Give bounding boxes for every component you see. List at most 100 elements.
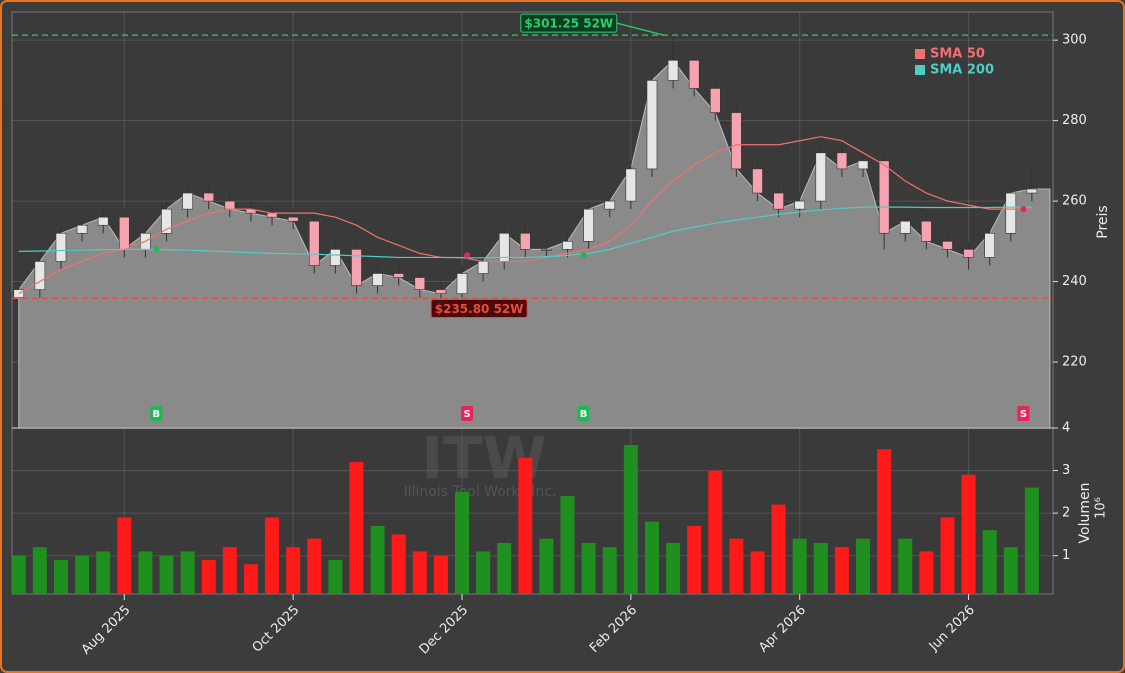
volume-bar [201, 559, 216, 594]
signal-dot [153, 246, 160, 253]
signal-dot [464, 252, 471, 259]
volume-bar [856, 538, 871, 594]
volume-bar [138, 551, 153, 594]
candle-body [76, 224, 88, 234]
y-tick-label: 4 [1062, 421, 1070, 436]
volume-bar [222, 547, 237, 594]
volume-bar [1003, 547, 1018, 594]
volume-bar [687, 525, 702, 594]
watermark-subtitle: Illinois Tool Works Inc. [404, 484, 557, 500]
legend-label: SMA 50 [930, 47, 985, 62]
volume-bar [32, 547, 47, 594]
volume-bar [370, 525, 385, 594]
candle-body [836, 152, 848, 170]
volume-bar [581, 542, 596, 594]
volume-bar [159, 555, 174, 594]
signal-label: B [153, 409, 161, 420]
volume-bar [539, 538, 554, 594]
candle-body [97, 216, 109, 226]
candle-body [161, 208, 172, 234]
candle-body [921, 220, 932, 242]
volume-bar [75, 555, 90, 594]
volume-bar [961, 474, 976, 594]
volume-bar [898, 538, 913, 594]
candle-body [667, 59, 679, 81]
volume-bar [982, 530, 997, 594]
candle-body [118, 216, 130, 250]
volume-bar [286, 547, 301, 594]
candle-body [625, 168, 637, 202]
volume-bar [412, 551, 427, 594]
volume-bar [771, 504, 786, 594]
candle-body [435, 289, 447, 294]
volume-bar [834, 547, 849, 594]
volume-bar [518, 457, 533, 594]
volume-bar [1024, 487, 1039, 594]
candle-body [963, 249, 974, 258]
candle-body [794, 200, 806, 210]
candle-body [372, 273, 383, 286]
candle-body [1005, 192, 1017, 234]
candle-body [857, 160, 869, 170]
volume-bar [455, 491, 470, 594]
candle-body [646, 80, 658, 170]
volume-bar [180, 551, 195, 594]
annotation-box [520, 13, 618, 33]
y-tick-label: 220 [1062, 355, 1087, 370]
candle-body [203, 192, 215, 202]
annotation-label: $301.25 52W [524, 17, 613, 31]
volume-bar [53, 559, 68, 594]
candle-body [351, 249, 362, 286]
legend-label: SMA 200 [930, 63, 994, 78]
y-tick-label: 3 [1062, 463, 1070, 478]
signal-dot [1020, 206, 1027, 213]
y-axis-title: Volumen [1077, 483, 1093, 544]
candle-body [731, 112, 742, 170]
volume-bar [96, 551, 111, 594]
candle-body [1026, 188, 1038, 194]
volume-bar [813, 542, 828, 594]
volume-bar [328, 559, 343, 594]
candle-body [878, 160, 890, 234]
sma-line [18, 136, 1032, 295]
candle-body [456, 273, 468, 294]
volume-bar [560, 496, 575, 594]
candle-body [541, 249, 552, 251]
volume-bar [497, 542, 512, 594]
candle-body [815, 152, 827, 202]
volume-bar [877, 449, 892, 594]
volume-bar [391, 534, 406, 594]
volume-bar [623, 445, 638, 594]
candle-body [984, 232, 995, 258]
signal-badge [461, 406, 474, 421]
volume-bar [792, 538, 807, 594]
volume-bar [117, 517, 132, 594]
volume-bar [940, 517, 955, 594]
candle-body [308, 220, 320, 266]
candle-body [562, 241, 573, 250]
y-tick-label: 2 [1062, 506, 1070, 521]
candle-body [34, 261, 46, 290]
candle-body [330, 249, 341, 266]
signal-badge [1017, 406, 1030, 421]
candle-body [182, 192, 193, 210]
candle-body [13, 289, 25, 298]
candle-body [942, 241, 953, 250]
volume-bar [708, 470, 723, 594]
y-tick-label: 260 [1062, 194, 1087, 209]
candle-body [266, 212, 278, 218]
signal-dot [580, 252, 587, 259]
candle-body [477, 261, 489, 274]
volume-bar [602, 547, 617, 594]
volume-bar [433, 555, 448, 594]
signal-label: S [463, 409, 470, 420]
y-tick-label: 240 [1062, 274, 1087, 289]
signal-label: B [580, 409, 588, 420]
volume-bar [243, 564, 258, 594]
candle-body [752, 168, 763, 194]
y-axis-title: Preis [1095, 205, 1111, 238]
volume-bar [666, 542, 681, 594]
volume-bar [476, 551, 491, 594]
y-tick-label: 300 [1062, 33, 1087, 48]
volume-bar [750, 551, 765, 594]
